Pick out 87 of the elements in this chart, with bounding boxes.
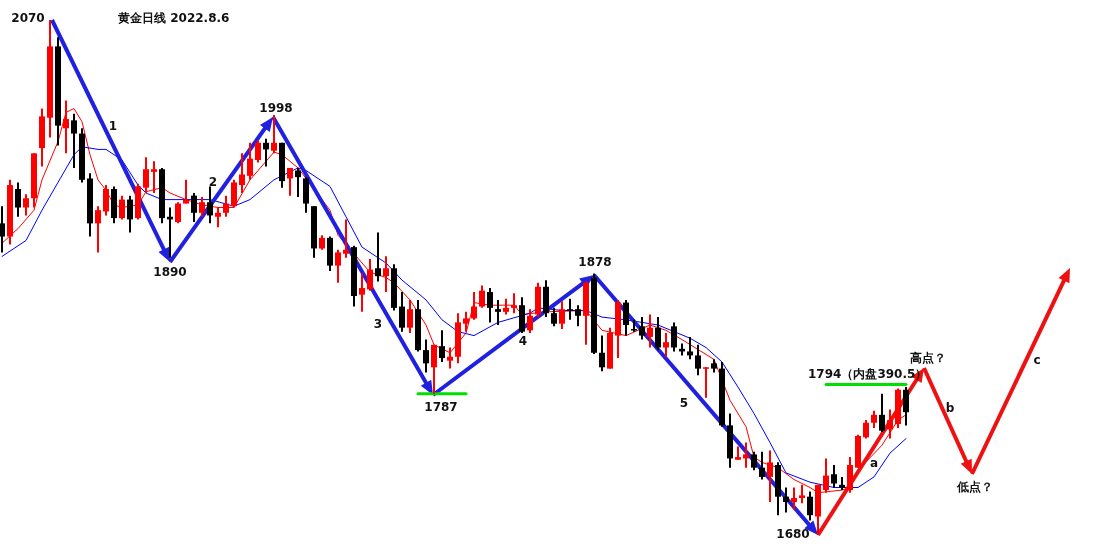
candlestick	[567, 297, 573, 321]
candlestick	[263, 137, 269, 168]
candlestick	[903, 386, 909, 427]
candlestick	[687, 335, 693, 361]
candlestick	[239, 152, 245, 194]
candlestick	[663, 331, 669, 358]
candlestick	[143, 156, 149, 194]
annotation: b	[945, 401, 955, 415]
candlestick	[295, 166, 301, 198]
candlestick	[623, 298, 629, 337]
candlestick	[199, 195, 205, 218]
candlestick	[887, 408, 893, 440]
annotation: c	[1033, 353, 1041, 367]
candlestick	[127, 194, 133, 234]
candlestick	[383, 255, 389, 294]
candlestick	[863, 419, 869, 440]
candlestick	[359, 272, 365, 313]
candlestick	[599, 334, 605, 373]
candlestick	[695, 343, 701, 377]
annotation: 1787	[424, 400, 458, 414]
candlestick	[335, 248, 341, 284]
annotation: 2	[208, 175, 218, 189]
candlestick	[175, 201, 181, 225]
candlestick	[463, 310, 469, 333]
candlestick	[743, 441, 749, 469]
annotation: 3	[373, 317, 383, 331]
candlestick	[215, 206, 221, 229]
annotation: 1878	[578, 255, 612, 269]
candlestick	[399, 291, 405, 333]
candlestick	[575, 304, 581, 328]
candlestick	[751, 450, 757, 472]
candlestick	[23, 193, 29, 217]
candlestick	[151, 160, 157, 194]
candlestick	[255, 139, 261, 164]
candlestick	[511, 292, 517, 315]
candlestick	[375, 231, 381, 283]
candlestick	[407, 298, 413, 334]
candlestick	[655, 316, 661, 352]
annotation: a	[869, 456, 879, 470]
candlestick	[231, 178, 237, 209]
candlestick	[759, 450, 765, 481]
candlestick	[247, 141, 253, 181]
chart-title: 黄金日线 2022.8.6	[117, 11, 230, 25]
annotation: 高点？	[910, 351, 946, 365]
candlestick	[0, 205, 5, 254]
annotation: 5	[679, 396, 689, 410]
candlestick	[271, 114, 277, 155]
candlestick	[791, 486, 797, 511]
candlestick	[783, 486, 789, 514]
candlestick	[15, 181, 21, 218]
candlestick	[103, 184, 109, 217]
candlestick	[487, 287, 493, 324]
annotation: 1	[108, 119, 118, 133]
candlestick	[671, 321, 677, 353]
candlestick	[447, 346, 453, 370]
candlestick	[119, 194, 125, 221]
candlestick	[831, 464, 837, 489]
annotation: 1794（内盘390.5）	[808, 367, 928, 381]
candlestick	[95, 205, 101, 254]
candlestick	[71, 112, 77, 169]
candlestick	[479, 284, 485, 309]
candlestick	[647, 313, 653, 349]
candlestick	[559, 300, 565, 330]
candlestick	[423, 338, 429, 374]
annotation: 2070	[11, 11, 45, 25]
candlestick	[431, 343, 437, 395]
candlestick	[223, 194, 229, 218]
candlestick	[639, 316, 645, 341]
candlestick	[495, 298, 501, 327]
candlestick	[471, 291, 477, 321]
annotation: 1998	[259, 101, 293, 115]
candlestick	[287, 166, 293, 197]
candlestick	[807, 490, 813, 522]
annotation: 低点？	[956, 480, 993, 494]
candlestick	[439, 329, 445, 364]
annotation: 4	[518, 334, 528, 348]
candlestick	[551, 306, 557, 328]
candlestick	[191, 191, 197, 224]
candlestick	[703, 366, 709, 399]
annotation: 1680	[776, 527, 810, 541]
candlestick	[343, 218, 349, 259]
candlestick	[207, 185, 213, 225]
candlestick	[879, 392, 885, 433]
candlestick	[527, 308, 533, 334]
annotation: 1890	[153, 265, 187, 279]
candlestick	[367, 258, 373, 292]
candlestick	[183, 178, 189, 205]
